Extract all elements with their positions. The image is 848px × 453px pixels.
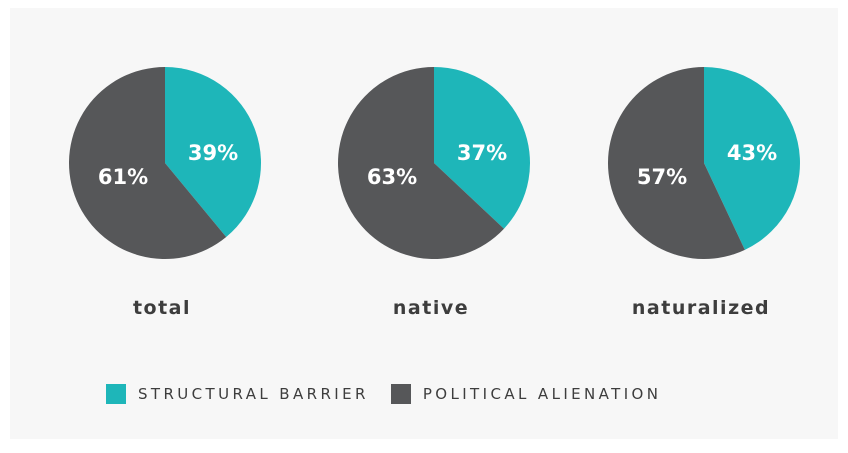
legend: STRUCTURAL BARRIER POLITICAL ALIENATION <box>106 384 683 404</box>
pie-slice-total-political-alienation <box>68 66 227 259</box>
legend-label-political-alienation: POLITICAL ALIENATION <box>422 385 662 403</box>
legend-swatch-structural-barrier <box>106 384 126 404</box>
legend-label-structural-barrier: STRUCTURAL BARRIER <box>138 385 369 403</box>
pie-category-label-total: total <box>133 297 191 319</box>
pie-slice-total-structural-barrier <box>165 67 261 237</box>
pie-slice-naturalized-political-alienation <box>607 66 745 260</box>
legend-item-political-alienation: POLITICAL ALIENATION <box>390 384 662 404</box>
pie-slice-native-structural-barrier <box>434 67 531 229</box>
pie-label-naturalized-structural-barrier: 43% <box>727 141 777 165</box>
pie-slice-native-political-alienation <box>338 67 504 259</box>
pie-category-label-native: native <box>393 297 469 319</box>
pie-label-native-structural-barrier: 37% <box>457 141 507 165</box>
legend-item-structural-barrier: STRUCTURAL BARRIER <box>106 384 369 404</box>
pie-label-naturalized-political-alienation: 57% <box>637 165 687 189</box>
pie-label-total-political-alienation: 61% <box>98 165 148 189</box>
pie-label-native-political-alienation: 63% <box>367 165 417 189</box>
legend-swatch-political-alienation <box>390 384 411 404</box>
pie-category-label-naturalized: naturalized <box>632 297 770 319</box>
pie-slice-naturalized-structural-barrier <box>704 67 800 250</box>
pie-label-total-structural-barrier: 39% <box>188 141 238 165</box>
